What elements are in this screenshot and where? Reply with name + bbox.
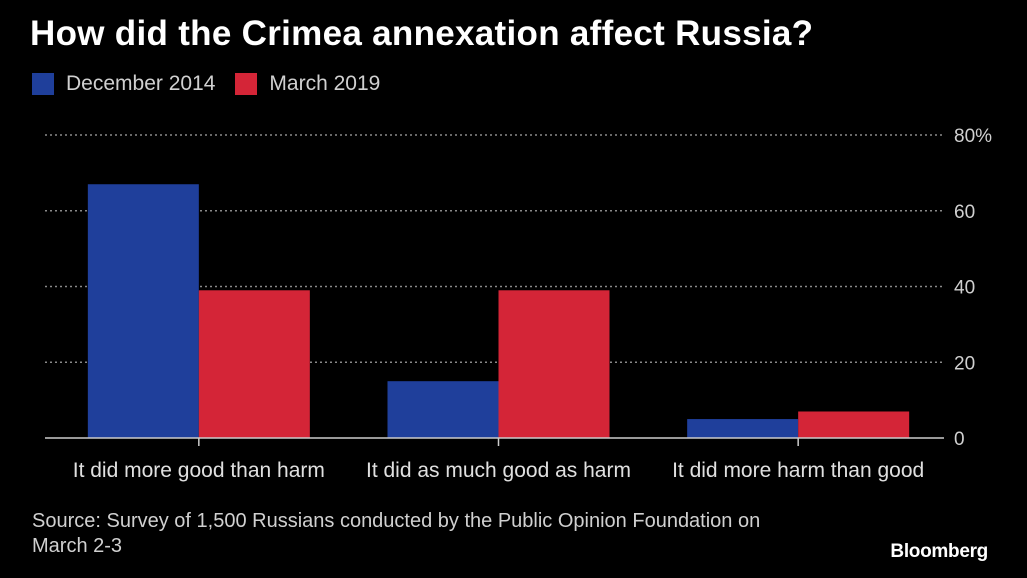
x-axis — [45, 437, 944, 446]
legend-swatch-december-2014 — [32, 73, 54, 95]
y-tick-label-80: 80% — [954, 126, 992, 147]
legend: December 2014 March 2019 — [32, 72, 400, 96]
y-tick-label-20: 20 — [954, 353, 975, 374]
bar-march-2019-it-did-more-harm-than-good — [798, 411, 910, 438]
bars — [87, 184, 910, 438]
legend-label-december-2014: December 2014 — [66, 72, 216, 95]
y-tick-label-60: 60 — [954, 202, 975, 223]
category-labels: It did more good than harm It did as much… — [73, 459, 924, 482]
legend-item-march-2019: March 2019 — [235, 72, 380, 96]
bar-march-2019-it-did-as-much-good-as-harm — [498, 290, 610, 438]
legend-item-december-2014: December 2014 — [32, 72, 215, 96]
bloomberg-logo: Bloomberg — [890, 541, 988, 562]
chart-title: How did the Crimea annexation affect Rus… — [30, 14, 814, 53]
bar-december-2014-it-did-more-harm-than-good — [687, 419, 799, 438]
y-tick-label-0: 0 — [954, 429, 965, 450]
category-label-it-did-more-harm-than-good: It did more harm than good — [672, 459, 924, 482]
category-label-it-did-more-good-than-harm: It did more good than harm — [73, 459, 325, 482]
bar-march-2019-it-did-more-good-than-harm — [198, 290, 310, 438]
source-note: Source: Survey of 1,500 Russians conduct… — [32, 510, 761, 557]
bar-december-2014-it-did-more-good-than-harm — [87, 184, 199, 438]
bar-december-2014-it-did-as-much-good-as-harm — [387, 381, 499, 438]
category-label-it-did-as-much-good-as-harm: It did as much good as harm — [366, 459, 631, 482]
legend-swatch-march-2019 — [235, 73, 258, 95]
legend-label-march-2019: March 2019 — [269, 72, 381, 95]
y-axis-ticks: 0 20 40 60 80% — [954, 126, 992, 450]
y-tick-label-40: 40 — [954, 278, 975, 299]
